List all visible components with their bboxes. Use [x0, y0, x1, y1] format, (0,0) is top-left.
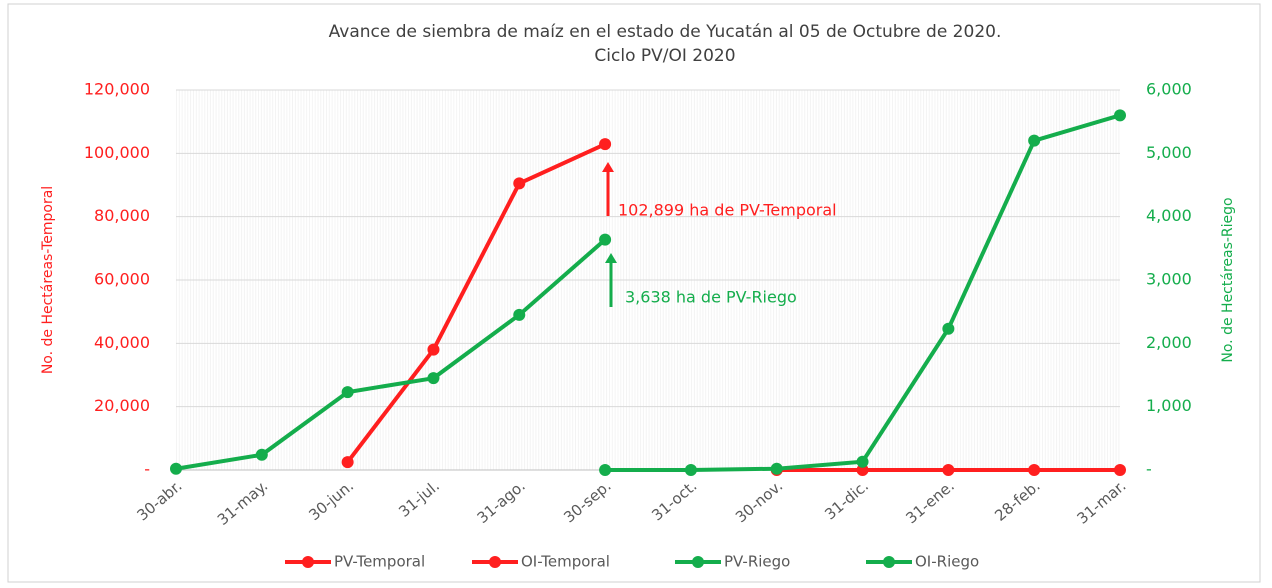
y2-axis-title: No. de Hectáreas-Riego [1220, 197, 1236, 362]
data-point [1114, 464, 1126, 476]
y-tick-label: - [144, 460, 150, 479]
y2-tick-label: 2,000 [1146, 333, 1192, 352]
data-point [856, 455, 869, 468]
data-point [513, 177, 526, 190]
y-tick-label: 80,000 [94, 206, 150, 225]
y2-tick-label: 6,000 [1146, 80, 1192, 99]
data-point [599, 464, 612, 476]
legend-label: PV-Riego [724, 553, 790, 571]
data-point [942, 322, 955, 335]
series-line [175, 238, 607, 471]
series-line [346, 142, 606, 464]
data-point [770, 462, 783, 475]
chart-subtitle: Ciclo PV/OI 2020 [594, 46, 735, 66]
data-point [341, 386, 354, 399]
y-tick-label: 20,000 [94, 396, 150, 415]
data-point [856, 464, 869, 476]
legend-label: OI-Riego [915, 553, 979, 571]
chart-title: Avance de siembra de maíz en el estado d… [329, 22, 1002, 42]
annotation-arrowhead [602, 162, 614, 172]
data-point [427, 372, 440, 385]
data-point [1114, 109, 1126, 122]
data-point [942, 464, 955, 476]
y-tick-label: 40,000 [94, 333, 150, 352]
legend-marker [302, 556, 314, 568]
y-tick-label: 100,000 [84, 143, 150, 162]
data-point [684, 464, 697, 476]
data-point [341, 456, 354, 469]
y2-tick-label: 5,000 [1146, 143, 1192, 162]
data-point [1028, 464, 1041, 476]
data-point [427, 343, 440, 356]
data-point [255, 448, 268, 461]
y2-tick-label: 4,000 [1146, 206, 1192, 225]
data-point [1028, 134, 1041, 147]
annotation: 3,638 ha de PV-Riego [625, 288, 797, 307]
y-tick-label: 60,000 [94, 270, 150, 289]
data-point [599, 233, 612, 246]
annotation: 102,899 ha de PV-Temporal [618, 201, 837, 220]
y2-tick-label: 1,000 [1146, 396, 1192, 415]
legend-label: PV-Temporal [334, 553, 425, 571]
data-point [599, 138, 612, 151]
y2-tick-label: - [1146, 460, 1152, 479]
legend-marker [883, 556, 895, 568]
annotation-arrowhead [605, 253, 617, 263]
y-axis-title: No. de Hectáreas-Temporal [40, 186, 56, 374]
data-point [513, 308, 526, 321]
legend-label: OI-Temporal [521, 553, 610, 571]
legend-marker [489, 556, 501, 568]
data-point [170, 462, 182, 475]
legend-marker [692, 556, 704, 568]
y2-tick-label: 3,000 [1146, 270, 1192, 289]
y-tick-label: 120,000 [84, 80, 150, 99]
